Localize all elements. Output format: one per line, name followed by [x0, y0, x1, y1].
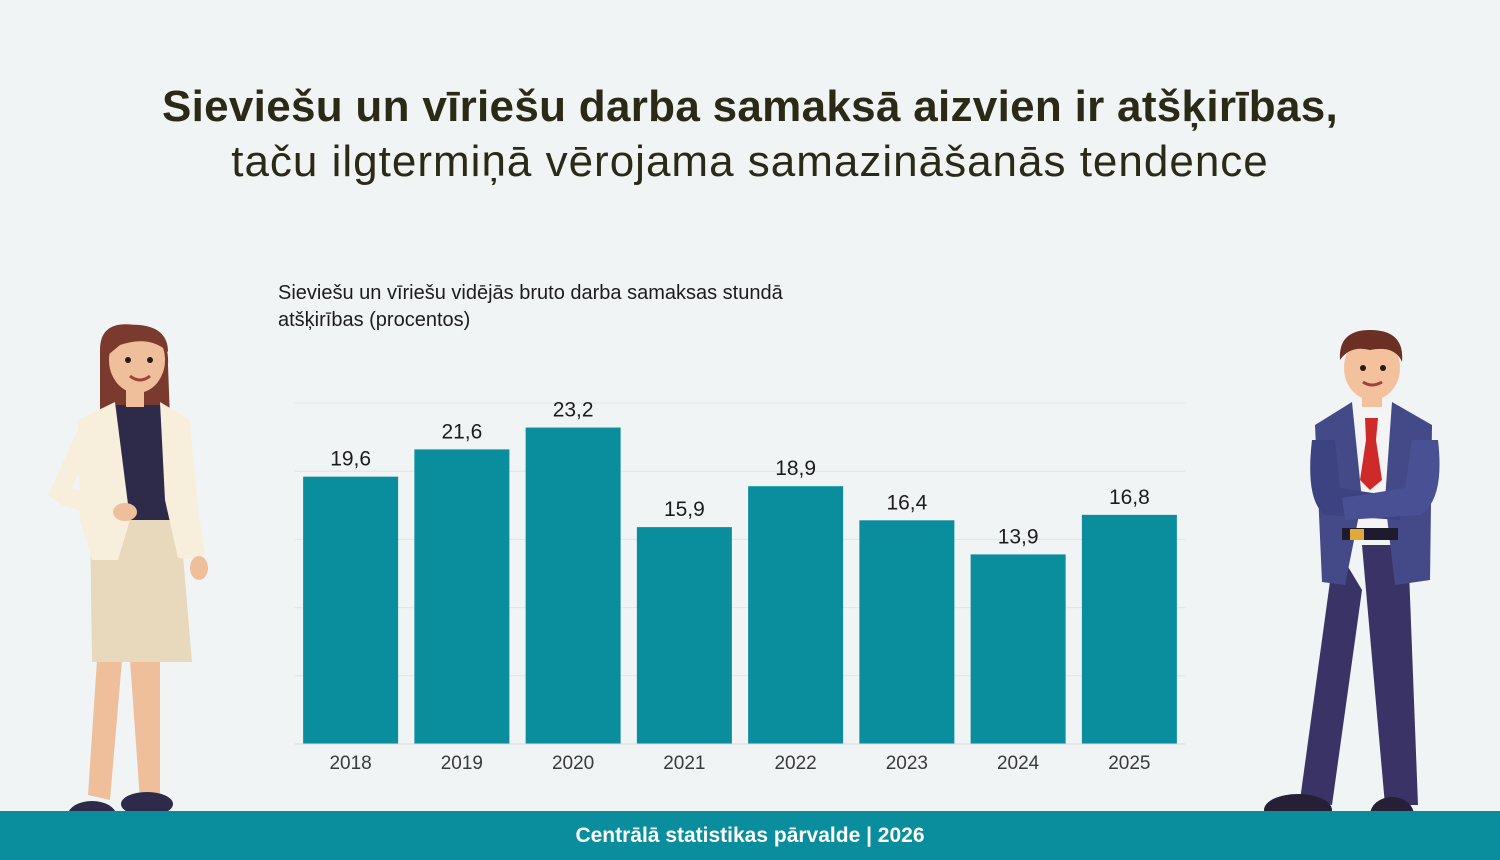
- bar-2018: [303, 476, 399, 744]
- data-label: 21,6: [441, 420, 482, 443]
- data-label: 18,9: [775, 457, 816, 480]
- x-tick-label: 2019: [441, 753, 483, 774]
- x-tick-label: 2018: [329, 753, 371, 774]
- bar-2019: [414, 449, 510, 744]
- x-tick-label: 2020: [552, 753, 594, 774]
- page-subtitle: taču ilgtermiņā vērojama samazināšanās t…: [231, 137, 1269, 186]
- data-label: 15,9: [664, 498, 705, 521]
- footer-credit: Centrālā statistikas pārvalde | 2026: [0, 811, 1500, 860]
- data-label: 13,9: [998, 525, 1039, 548]
- page-title: Sieviešu un vīriešu darba samaksā aizvie…: [161, 82, 1339, 131]
- data-label: 23,2: [553, 399, 594, 422]
- data-label: 16,4: [886, 491, 927, 514]
- bar-2025: [1081, 514, 1177, 744]
- x-tick-label: 2025: [1108, 753, 1150, 774]
- x-tick-label: 2023: [886, 753, 928, 774]
- bar-2024: [970, 554, 1066, 744]
- x-tick-label: 2024: [997, 753, 1040, 774]
- bar-2020: [525, 427, 621, 744]
- x-tick-label: 2022: [774, 753, 816, 774]
- bar-2022: [748, 486, 844, 744]
- bar-2021: [636, 527, 732, 744]
- data-label: 16,8: [1109, 486, 1150, 509]
- chart-title: Sieviešu un vīriešu vidējās bruto darba …: [278, 282, 783, 331]
- bar-2023: [859, 520, 955, 744]
- x-tick-label: 2021: [663, 753, 705, 774]
- data-label: 19,6: [330, 448, 371, 471]
